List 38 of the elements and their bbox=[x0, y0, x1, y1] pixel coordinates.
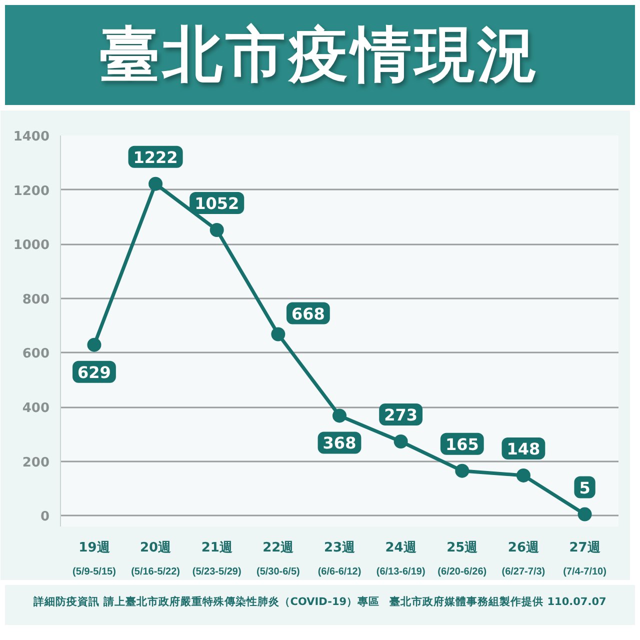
data-label: 629 bbox=[78, 362, 111, 382]
data-label: 273 bbox=[384, 406, 418, 425]
y-tick-label: 0 bbox=[40, 510, 50, 525]
point bbox=[332, 408, 346, 423]
category-label: 20週 (5/16-5/22) bbox=[131, 540, 180, 578]
data-label: 368 bbox=[322, 434, 356, 453]
point bbox=[455, 464, 470, 478]
point bbox=[271, 327, 286, 342]
category-label: 24週 (6/13-6/19) bbox=[376, 540, 426, 578]
point bbox=[87, 338, 102, 352]
y-tick-label: 600 bbox=[22, 346, 50, 362]
point bbox=[578, 507, 592, 522]
category-label: 25週 (6/20-6/26) bbox=[438, 540, 487, 578]
y-tick-label: 1200 bbox=[13, 184, 50, 199]
y-tick-label: 400 bbox=[22, 401, 50, 416]
category-label: 21週 (5/23-5/29) bbox=[192, 540, 242, 578]
y-tick-label: 1400 bbox=[13, 130, 50, 144]
data-label: 5 bbox=[579, 478, 590, 498]
category-label: 23週 (6/6-6/12) bbox=[318, 540, 362, 578]
point bbox=[394, 434, 408, 448]
data-label: 148 bbox=[506, 439, 540, 458]
chart-title: 臺北市疫情現況 bbox=[100, 19, 540, 92]
point bbox=[516, 468, 530, 482]
data-label: 668 bbox=[291, 304, 325, 324]
text: 臺北市政府媒體事務組製作提供 110.07.07 bbox=[390, 596, 606, 608]
category-label: 19週 (5/9-5/15) bbox=[72, 540, 116, 578]
category-label: 22週 (5/30-6/5) bbox=[256, 540, 300, 578]
y-tick-label: 1000 bbox=[13, 238, 50, 254]
point bbox=[148, 176, 163, 191]
category-label: 26週 (6/27-7/3) bbox=[502, 540, 546, 578]
text: 詳細防疫資訊 請上臺北市政府嚴重特殊傳染性肺炎（COVID-19）專區 bbox=[34, 596, 380, 608]
y-tick-label: 800 bbox=[22, 292, 50, 308]
category-label: 27週 (7/4-7/10) bbox=[563, 540, 606, 578]
data-label: 1052 bbox=[194, 194, 240, 213]
y-tick-label: 200 bbox=[22, 455, 50, 470]
data-label: 1222 bbox=[133, 148, 178, 167]
data-label: 165 bbox=[445, 434, 479, 454]
point bbox=[210, 223, 224, 237]
